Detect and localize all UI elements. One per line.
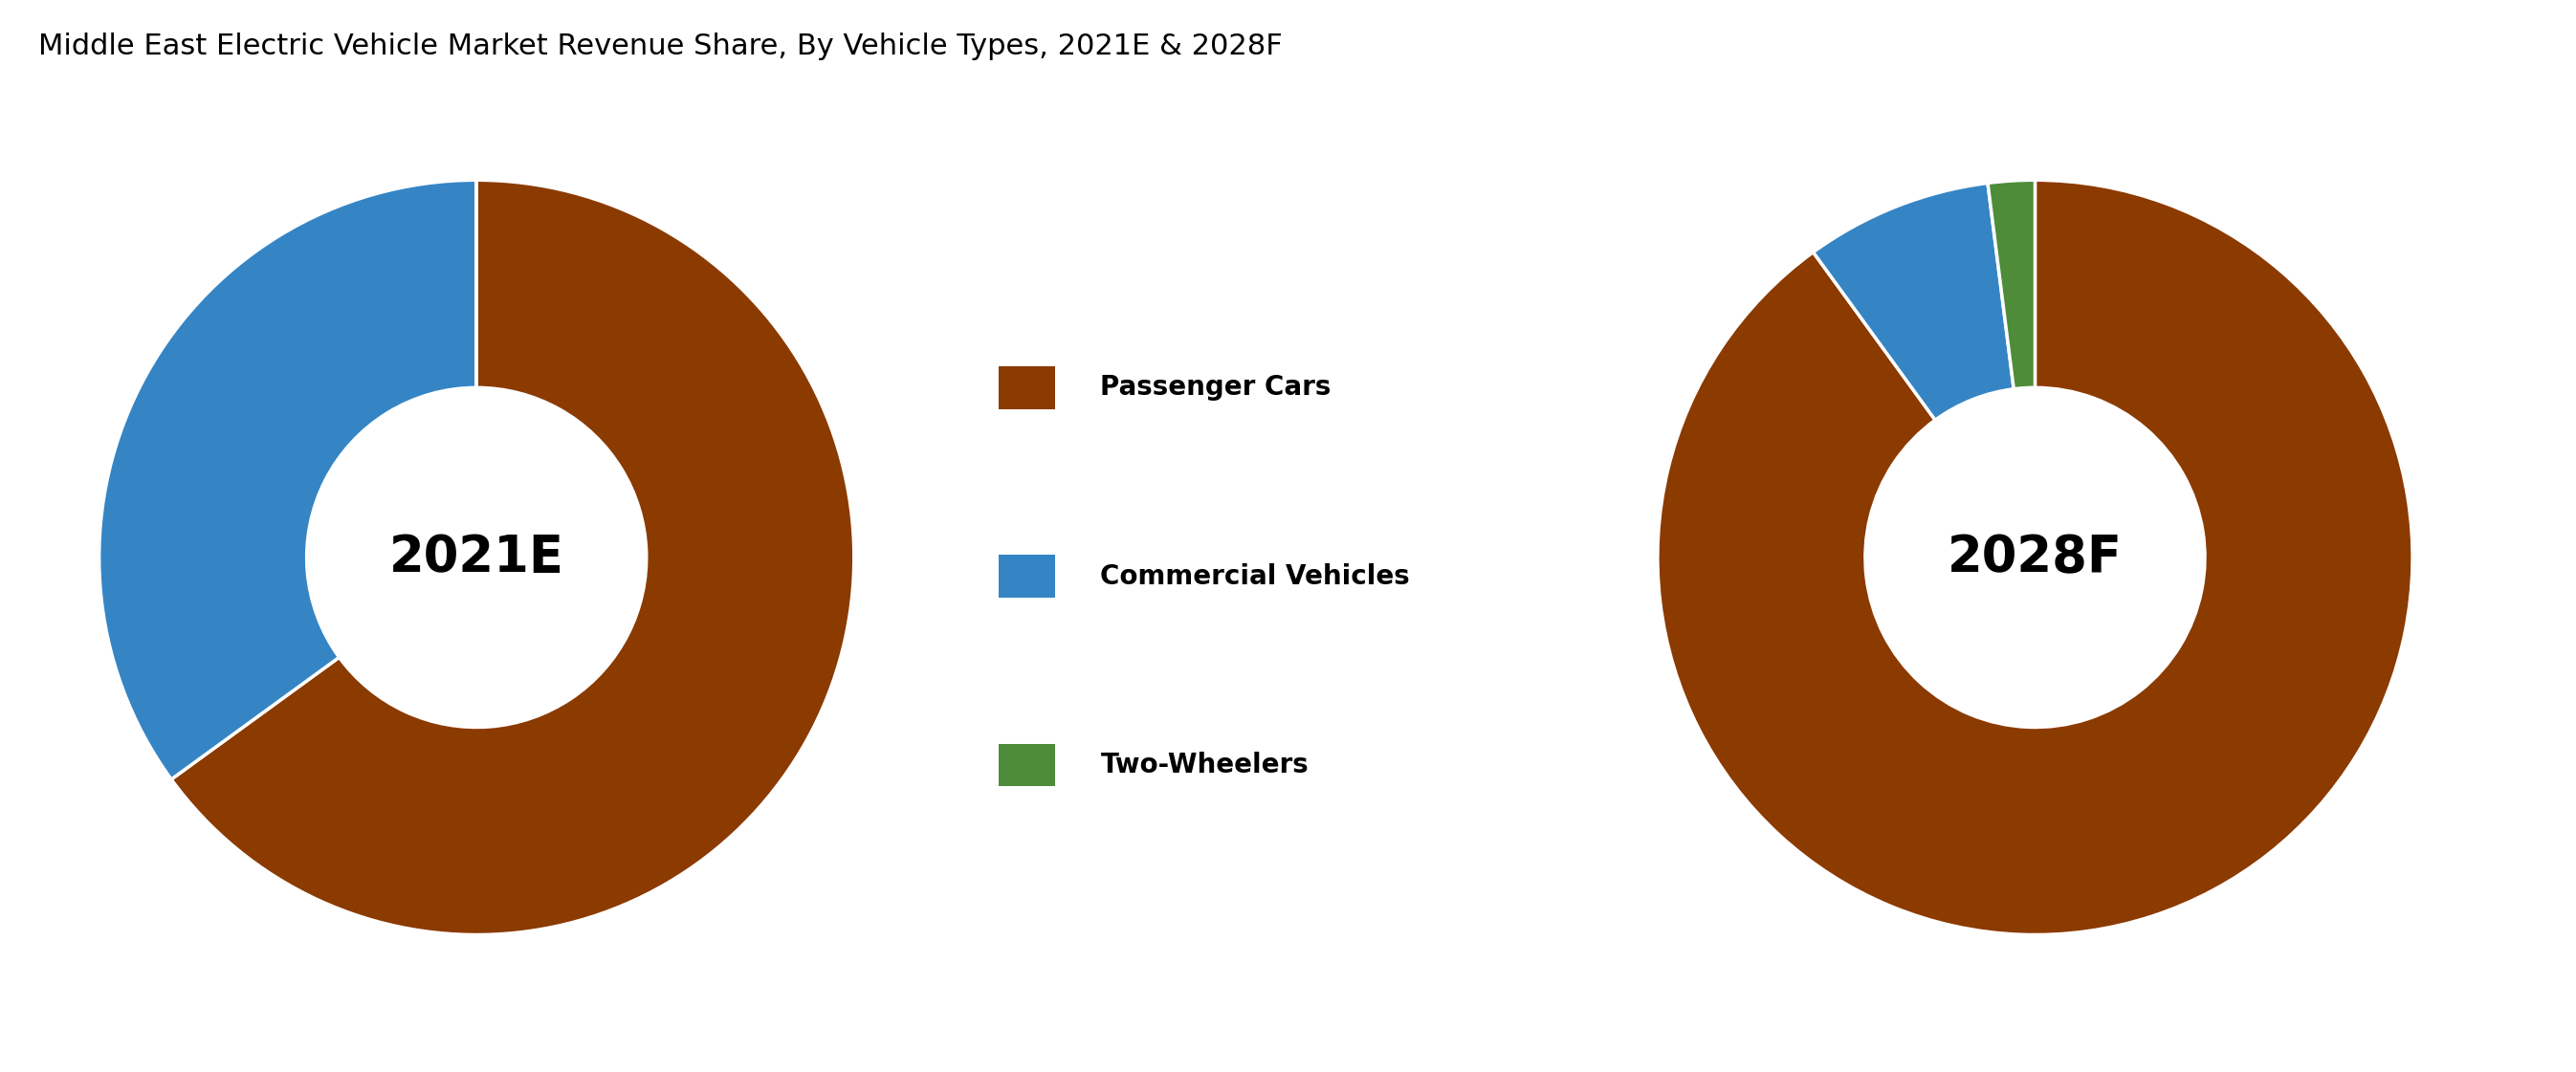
Text: Commercial Vehicles: Commercial Vehicles [1100,563,1409,590]
FancyBboxPatch shape [999,744,1056,786]
Wedge shape [1814,183,2014,420]
Text: Two-Wheelers: Two-Wheelers [1100,751,1309,778]
Text: 2028F: 2028F [1947,533,2123,582]
Text: Middle East Electric Vehicle Market Revenue Share, By Vehicle Types, 2021E & 202: Middle East Electric Vehicle Market Reve… [39,32,1283,60]
Text: 2021E: 2021E [389,533,564,582]
Wedge shape [98,180,477,779]
Text: Passenger Cars: Passenger Cars [1100,374,1332,401]
Wedge shape [170,180,855,935]
FancyBboxPatch shape [999,367,1056,408]
Wedge shape [1656,180,2414,935]
Wedge shape [1989,180,2035,389]
FancyBboxPatch shape [999,555,1056,597]
